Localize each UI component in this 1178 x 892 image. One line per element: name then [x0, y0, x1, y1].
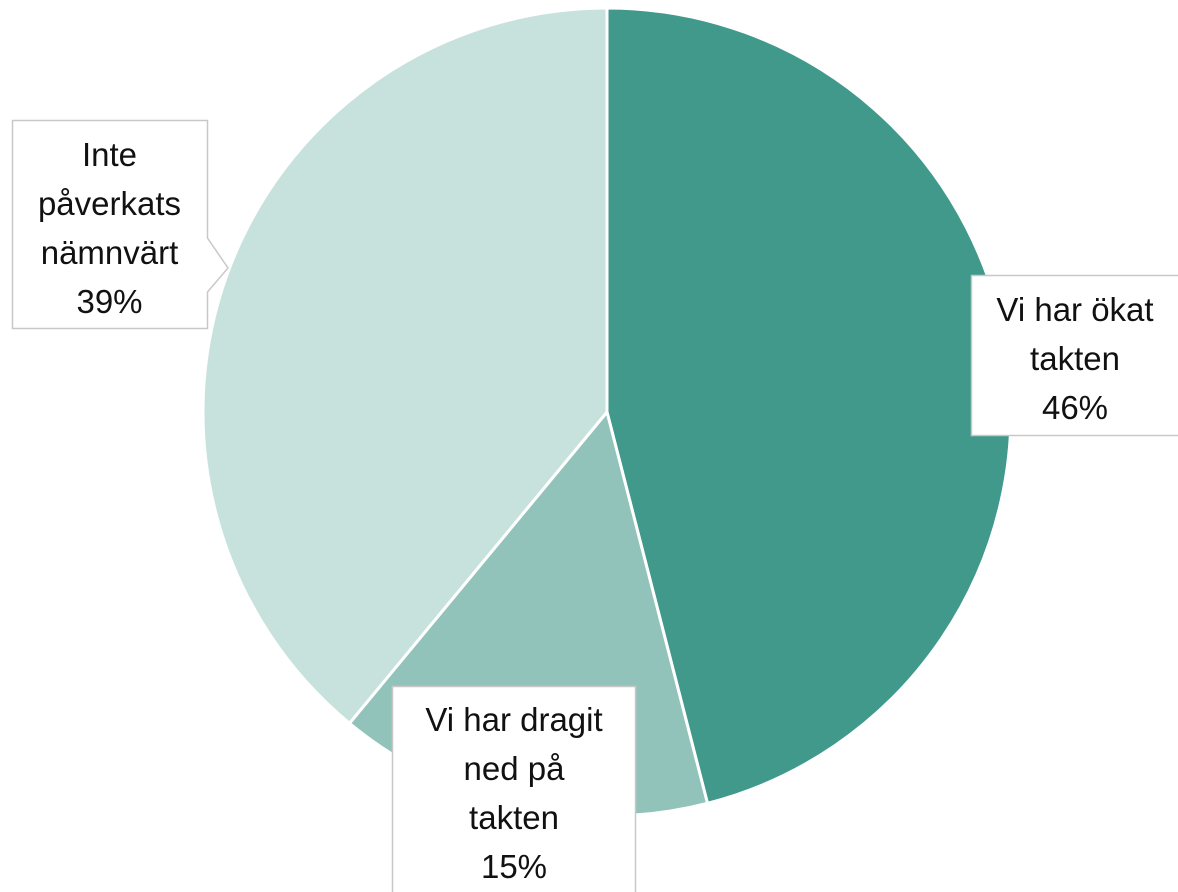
category-label: Inte påverkats nämnvärt	[37, 136, 182, 271]
value-label: 15%	[480, 848, 548, 885]
value-label: 46%	[1041, 389, 1109, 426]
pie-slice	[201, 6, 609, 726]
slice-label: Vi har dragit ned på takten 15%	[392, 695, 636, 891]
label-box	[11, 119, 229, 330]
slice-label: Inte påverkats nämnvärt 39%	[12, 130, 207, 326]
category-label: Vi har ökat takten	[996, 291, 1154, 377]
slice-label: Vi har ökat takten 46%	[971, 285, 1178, 432]
slices	[201, 6, 1013, 818]
category-label: Vi har dragit ned på takten	[425, 701, 603, 836]
value-label: 39%	[76, 283, 143, 320]
label-box	[391, 685, 637, 892]
label-box	[970, 274, 1178, 437]
